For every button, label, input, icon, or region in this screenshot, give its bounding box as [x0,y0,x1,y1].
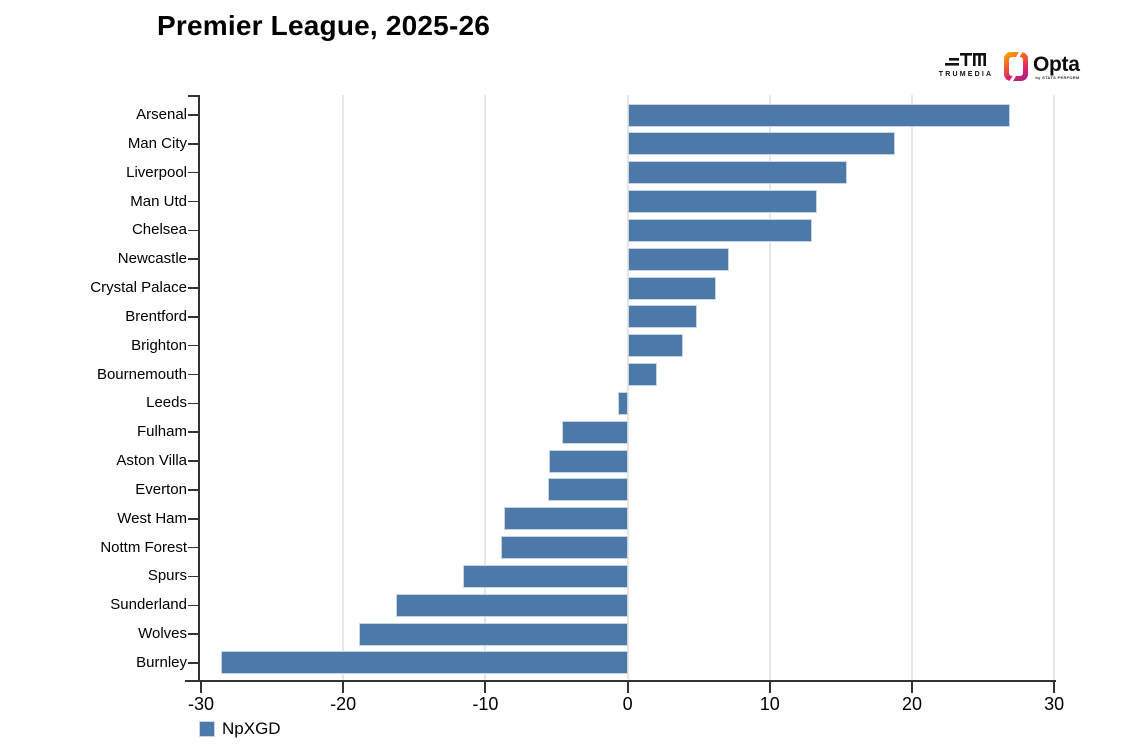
bar [627,247,729,271]
category-label: Man Utd [130,192,187,210]
category-label: Liverpool [126,163,187,181]
y-axis-tick [188,114,198,116]
trumedia-tm-icon [945,53,986,66]
x-tick-label: 30 [1044,694,1065,714]
x-tick-label: -10 [472,694,499,714]
bar [627,218,813,242]
category-label: Leeds [146,394,187,412]
bar [549,449,628,473]
y-axis-tick [188,287,198,289]
bar [501,536,628,560]
x-axis-tick [768,680,771,693]
bar [462,564,628,588]
category-label: Arsenal [136,106,187,123]
category-label: Crystal Palace [90,279,187,297]
category-label: Chelsea [131,221,187,239]
category-label: Brighton [131,336,187,354]
category-label: Spurs [147,567,187,585]
y-axis-tick [188,373,198,376]
y-axis-tick [188,489,198,491]
bar [627,161,847,185]
x-tick-label: 10 [759,694,780,714]
legend: NpXGD [199,719,281,739]
y-axis-tick [188,229,198,232]
x-axis-tick [911,680,913,693]
bar [627,190,817,214]
category-label: Man City [127,134,187,152]
bar [627,132,895,156]
y-axis-tick [188,171,198,174]
category-label: Wolves [138,625,187,643]
y-axis-tick [188,316,198,318]
category-label: Nottm Forest [100,538,187,556]
category-label: West Ham [117,509,187,527]
y-axis-tick [188,143,198,145]
y-axis-tick [188,575,198,578]
opta-wordmark: Opta [1033,52,1080,76]
gridline [768,95,771,680]
y-axis-tick [188,604,198,607]
x-axis-tick [200,680,202,693]
y-axis-tick [188,200,198,203]
bar [547,478,628,502]
bar [358,622,628,646]
x-axis-tick [342,680,345,693]
bar [220,651,628,675]
gridline [911,95,913,680]
gridline [484,95,487,680]
bar [627,363,658,387]
y-axis-tick [188,258,198,260]
y-axis-tick [188,662,198,664]
category-label: Everton [135,480,187,498]
bar [627,334,684,358]
page-title: Premier League, 2025-26 [157,10,491,41]
legend-swatch [199,721,215,737]
category-label: Newcastle [117,250,187,268]
category-label: Fulham [136,423,187,441]
y-axis-tick [188,344,198,347]
x-axis-tick [626,680,629,693]
opta-subtext: by STATS PERFORM [1035,74,1080,80]
category-label: Brentford [125,307,187,325]
x-axis-line [185,680,1056,682]
bar [503,507,628,531]
bar [617,391,628,415]
category-label: Aston Villa [116,452,187,470]
bar [627,305,698,329]
x-tick-label: -20 [330,694,357,714]
gridline [342,95,345,680]
gridline [1053,95,1056,680]
gridline [626,95,629,680]
trumedia-logo: TRUMEDIA [930,50,1002,78]
bar [627,276,716,300]
y-axis-tick [188,633,198,635]
y-axis-top-tick [188,95,198,97]
x-tick-label: -30 [187,694,214,714]
bar [627,103,1011,127]
x-axis-tick [484,680,487,693]
category-label: Sunderland [110,596,187,614]
opta-logo: Opta by STATS PERFORM [1004,49,1080,84]
bar [562,420,628,444]
bar [395,593,628,617]
y-axis-tick [188,546,198,549]
legend-label: NpXGD [222,719,281,738]
y-axis-tick [188,431,198,433]
y-axis-tick [188,460,198,462]
y-axis-line [198,95,200,680]
x-tick-label: 20 [901,694,923,714]
trumedia-wordmark: TRUMEDIA [938,71,994,78]
x-axis-tick [1053,680,1056,693]
x-tick-label: 0 [622,694,633,714]
opta-ring-icon [1004,49,1028,84]
y-axis-tick [188,518,198,520]
category-label: Burnley [136,653,187,671]
category-label: Bournemouth [96,365,187,383]
y-axis-tick [188,402,198,405]
